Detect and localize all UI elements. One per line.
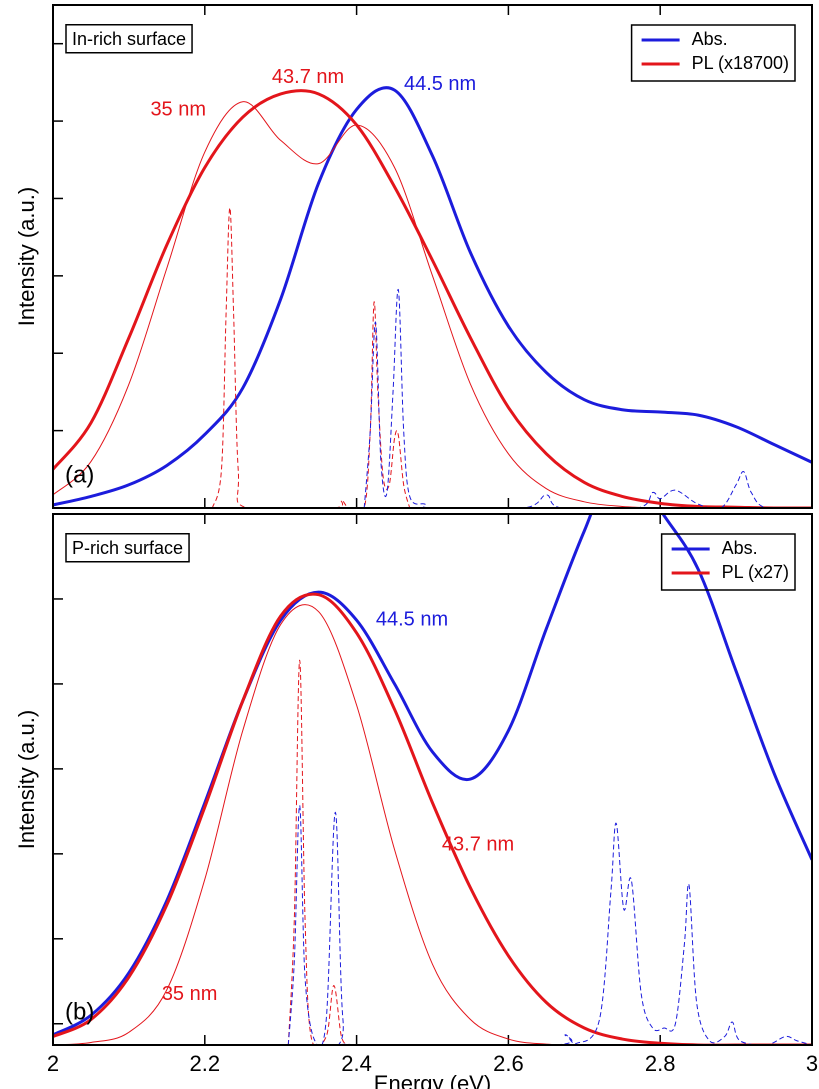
x-tick-label: 2.8 [645,1051,676,1076]
x-axis-label: Energy (eV) [374,1071,491,1089]
line [53,86,812,507]
y-axis-label: Intensity (a.u.) [14,710,39,849]
x-tick-label: 2 [47,1051,59,1076]
legend-box [660,533,796,591]
annotation: 43.7 nm [272,66,344,88]
x-tick-label: 2.2 [190,1051,221,1076]
plot-frame [52,4,813,509]
x-tick-label: 2.6 [493,1051,524,1076]
plot-frame [52,513,813,1046]
dashed-line [287,804,812,1045]
x-tick-label: 3 [806,1051,818,1076]
dashed-line [287,659,350,1045]
panel-label: (b) [65,998,94,1025]
dashed-line [211,207,411,508]
plot-area [53,86,812,508]
x-tick-label: 2.4 [341,1051,372,1076]
line [53,89,812,508]
legend: Abs. PL (x18700) [641,29,789,73]
annotation: 44.5 nm [404,73,476,95]
annotation: 35 nm [162,983,218,1005]
line [53,604,812,1045]
legend: Abs. PL (x27) [671,538,789,582]
panel-title-box [65,24,193,54]
legend-box [630,24,796,82]
annotation: 44.5 nm [376,608,448,630]
panel-title: In-rich surface [72,29,186,49]
annotation: 35 nm [150,99,206,121]
dashed-line [363,289,812,508]
y-axis-label: Intensity (a.u.) [14,187,39,326]
legend-label: PL (x27) [722,562,789,582]
legend-label: Abs. [722,538,758,558]
panel-title-box [65,533,190,563]
legend-label: PL (x18700) [692,53,789,73]
panel-label: (a) [65,461,94,488]
line [53,514,812,1037]
annotation: 43.7 nm [442,834,514,856]
panel-title: P-rich surface [72,538,183,558]
line [53,101,812,508]
legend-label: Abs. [692,29,728,49]
